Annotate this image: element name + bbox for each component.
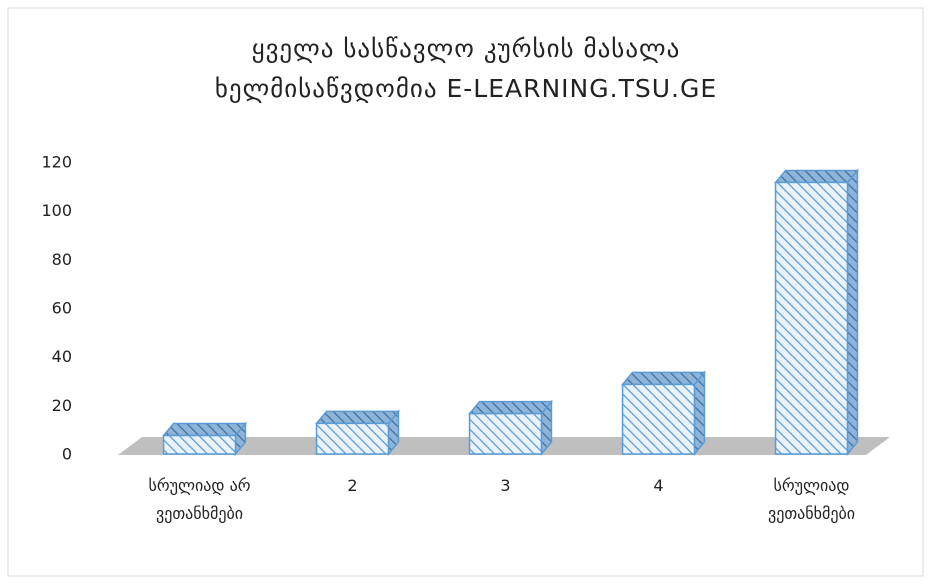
bar bbox=[774, 181, 849, 455]
chart-title: ყველა სასწავლო კურსის მასალა bbox=[252, 34, 681, 63]
x-tick-label: 2 bbox=[347, 476, 358, 495]
bar-top bbox=[314, 410, 401, 425]
bar-side bbox=[846, 168, 859, 457]
y-tick-label: 80 bbox=[52, 250, 72, 269]
bar-top bbox=[467, 400, 554, 415]
x-tick-label: სრულიად არ ვეთანხმები bbox=[148, 476, 251, 523]
y-tick-label: 100 bbox=[41, 201, 72, 220]
y-tick-label: 0 bbox=[62, 445, 72, 464]
bar-top bbox=[620, 371, 707, 386]
bar-top bbox=[161, 422, 248, 437]
bar bbox=[315, 422, 390, 455]
bar-top bbox=[773, 169, 860, 184]
y-tick-label: 40 bbox=[52, 347, 72, 366]
bar-side bbox=[693, 370, 706, 457]
y-tick-label: 20 bbox=[52, 396, 72, 415]
x-tick-label: 3 bbox=[500, 476, 511, 495]
x-tick-label: 4 bbox=[653, 476, 664, 495]
x-tick-label: სრულიად ვეთანხმები bbox=[767, 476, 856, 523]
bar bbox=[621, 383, 696, 455]
chart-border bbox=[7, 7, 924, 577]
bar bbox=[162, 434, 237, 455]
y-tick-label: 60 bbox=[52, 299, 72, 318]
bar bbox=[468, 412, 543, 455]
chart-title: ხელმისაწვდომია E-LEARNING.TSU.GE bbox=[215, 74, 717, 103]
y-tick-label: 120 bbox=[41, 153, 72, 172]
